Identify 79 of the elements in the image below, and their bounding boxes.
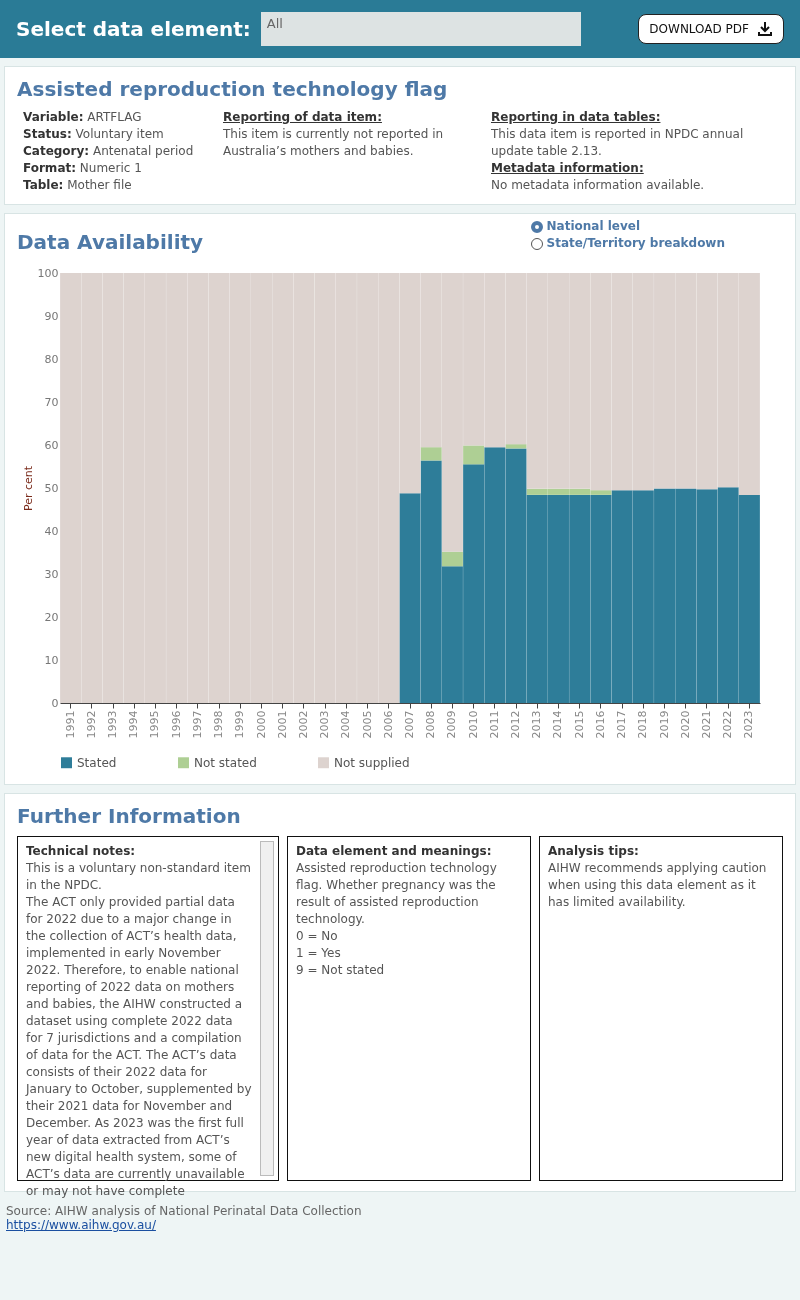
text: Variable: ARTFLAG xyxy=(23,109,143,126)
y-tick-label: 40 xyxy=(44,524,59,538)
x-tick-label: 2005 xyxy=(360,710,374,739)
x-tick-label: 1998 xyxy=(212,710,226,739)
y-tick-label: 80 xyxy=(44,352,59,366)
text: https://www.aihw.gov.au/ xyxy=(6,1218,157,1232)
text: Analysis tips: xyxy=(548,844,639,858)
y-tick-label: 10 xyxy=(44,653,59,667)
x-tick-label: 2004 xyxy=(339,710,353,739)
x-tick-label: 2014 xyxy=(551,710,565,739)
x-tick-label: 2003 xyxy=(318,710,332,739)
text: Category: Antenatal period xyxy=(23,143,195,160)
text: 1 = Yes xyxy=(296,945,342,962)
text: No metadata information available. xyxy=(491,177,706,194)
x-tick-label: 1993 xyxy=(106,710,120,739)
y-tick-label: 90 xyxy=(44,309,59,323)
text: This item is currently not reported in Australia’s mothers and babies. xyxy=(223,126,445,160)
legend-label: Not stated xyxy=(194,755,257,770)
x-tick-label: 2021 xyxy=(699,710,713,739)
y-tick-label: 0 xyxy=(51,696,59,710)
legend-label: Stated xyxy=(77,755,117,770)
x-tick-label: 2006 xyxy=(381,710,395,739)
text: Data element and meanings: xyxy=(296,844,492,858)
text: Assisted reproduction technology flag. Whether pregnancy was the result of assisted reproduction technology. xyxy=(296,860,498,928)
text: Further Information xyxy=(17,804,242,828)
text: State/Territory breakdown xyxy=(545,235,725,252)
x-tick-label: 2016 xyxy=(593,710,607,739)
x-tick-label: 2018 xyxy=(636,710,650,739)
text: The ACT only provided partial data for 2022 due to a major change in the collection of ACT’s health data, implemented in early November 2022. Therefore, to enable national reporting of 2022 data on mothers and babies, the AIHW constructed a dataset using complete 2022 data for 7 jurisdictions and a compilation of data for the ACT. The ACT’s data consists of their 2022 data for January to October, supplemented by their 2021 data for November and December. As 2023 was the first full year of data extracted from ACT’s new digital health system, some of ACT’s data are currently unavailable or may not have complete xyxy=(26,895,252,1198)
text: Status: Voluntary item xyxy=(23,126,165,143)
x-tick-label: 1996 xyxy=(169,710,183,739)
y-tick-label: 50 xyxy=(44,481,59,495)
x-tick-label: 2002 xyxy=(296,710,310,739)
x-tick-label: 2009 xyxy=(445,710,459,739)
x-tick-label: 1991 xyxy=(63,710,77,739)
x-tick-label: 2022 xyxy=(721,710,735,739)
text: Select data element: xyxy=(16,17,251,41)
download-button: DOWNLOAD PDF xyxy=(638,14,784,44)
text: 0 = No xyxy=(296,928,339,945)
text: 9 = Not stated xyxy=(296,962,386,979)
x-tick-label: 2010 xyxy=(466,710,480,739)
source-note: Source: AIHW analysis of National Perinatal Data Collection xyxy=(6,1204,363,1218)
x-tick-label: 2001 xyxy=(275,710,289,739)
x-tick-label: 2008 xyxy=(424,710,438,739)
legend-label: Not supplied xyxy=(334,755,410,770)
x-tick-label: 2017 xyxy=(615,710,629,739)
y-tick-label: 30 xyxy=(44,567,59,581)
text: Metadata information: xyxy=(491,160,645,177)
x-tick-label: 1997 xyxy=(190,710,204,739)
y-tick-label: 70 xyxy=(44,395,59,409)
x-tick-label: 2012 xyxy=(509,710,523,739)
text: This is a voluntary non-standard item in the NPDC. xyxy=(26,860,252,894)
x-tick-label: 1995 xyxy=(148,710,162,739)
text: Format: Numeric 1 xyxy=(23,160,143,177)
text: National level xyxy=(545,218,641,235)
dropdown-field: All xyxy=(260,12,581,46)
x-tick-label: 2000 xyxy=(254,710,268,739)
x-tick-label: 2015 xyxy=(572,710,586,739)
y-tick-label: 20 xyxy=(44,610,59,624)
text: Table: Mother file xyxy=(23,177,133,194)
x-tick-label: 2019 xyxy=(657,710,671,739)
chart-title: Data Availability xyxy=(17,230,204,254)
y-axis-title: Per cent xyxy=(21,465,35,512)
text: Reporting of data item: xyxy=(223,109,383,126)
x-tick-label: 2007 xyxy=(403,710,416,739)
x-tick-label: 2011 xyxy=(487,710,501,739)
text: Technical notes: xyxy=(26,844,136,858)
y-tick-label: 100 xyxy=(37,266,59,280)
text: This data item is reported in NPDC annual update table 2.13. xyxy=(491,126,745,160)
x-tick-label: 2013 xyxy=(530,710,544,739)
x-tick-label: 2020 xyxy=(678,710,692,739)
x-tick-label: 1999 xyxy=(233,710,247,739)
text: Assisted reproduction technology flag xyxy=(17,77,449,101)
x-tick-label: 1992 xyxy=(84,710,98,739)
text: AIHW recommends applying caution when using this data element as it has limited availability. xyxy=(548,860,768,911)
text: Reporting in data tables: xyxy=(491,109,662,126)
x-tick-label: 2023 xyxy=(742,710,756,739)
y-tick-label: 60 xyxy=(44,438,59,452)
x-tick-label: 1994 xyxy=(127,710,141,739)
